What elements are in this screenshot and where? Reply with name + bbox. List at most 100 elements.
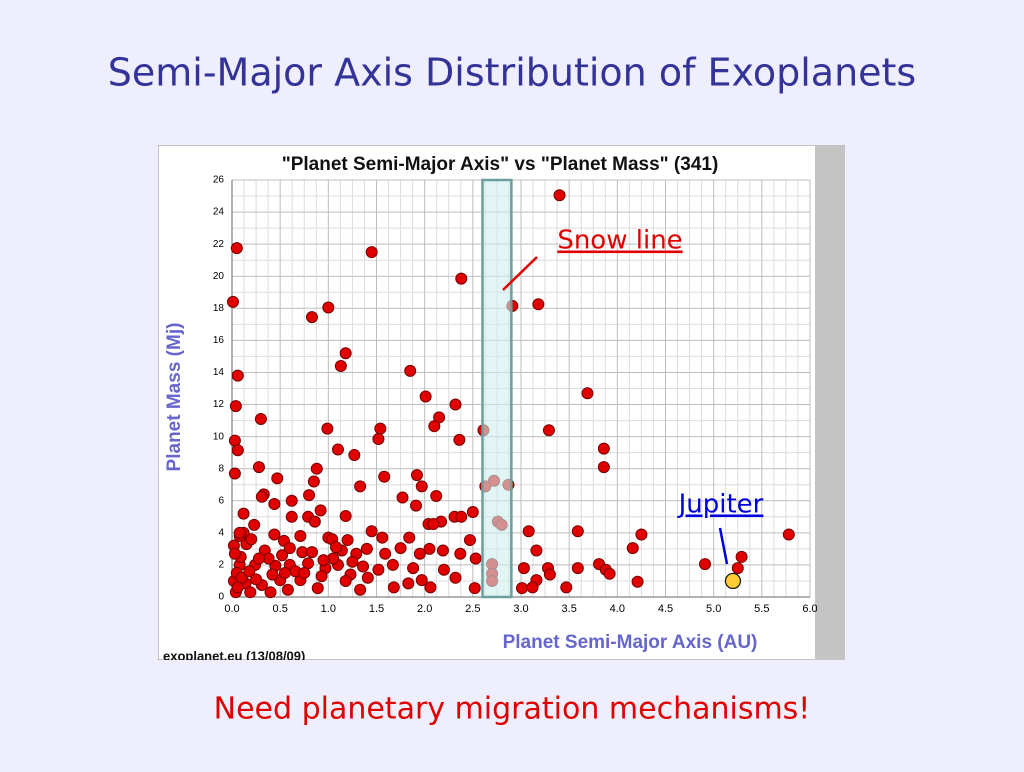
x-tick-label: 5.0	[706, 603, 721, 615]
data-point	[254, 412, 267, 425]
data-point	[252, 552, 265, 565]
snow-line-band	[481, 178, 513, 599]
data-point	[386, 558, 399, 571]
data-point	[530, 544, 543, 557]
data-point	[233, 526, 246, 539]
data-point	[415, 480, 428, 493]
caption: Need planetary migration mechanisms!	[214, 692, 811, 727]
jupiter-pointer	[718, 527, 729, 565]
data-point	[243, 565, 256, 578]
data-point	[415, 574, 428, 587]
y-tick-label: 16	[213, 335, 225, 346]
data-point	[361, 571, 374, 584]
x-tick-label: 4.0	[610, 603, 625, 615]
data-point	[266, 568, 279, 581]
data-point	[281, 583, 294, 596]
y-tick-label: 26	[213, 175, 225, 186]
data-point	[339, 510, 352, 523]
data-point	[453, 433, 466, 446]
data-point	[735, 550, 748, 563]
data-point	[532, 298, 545, 311]
data-point	[321, 422, 334, 435]
data-point	[423, 542, 436, 555]
data-point	[327, 552, 340, 565]
data-point	[428, 420, 441, 433]
data-point	[365, 525, 378, 538]
x-tick-label: 5.5	[754, 603, 769, 615]
chart: "Planet Semi-Major Axis" vs "Planet Mass…	[158, 145, 845, 663]
data-point	[542, 424, 555, 437]
source-note: exoplanet.eu (13/08/09)	[163, 648, 305, 663]
data-point	[631, 575, 644, 588]
data-point	[231, 444, 244, 457]
data-point	[430, 489, 443, 502]
data-point	[571, 562, 584, 575]
slide-title: Semi-Major Axis Distribution of Exoplane…	[108, 51, 916, 95]
data-point	[517, 562, 530, 575]
data-point	[731, 562, 744, 575]
data-point	[303, 489, 316, 502]
data-point	[348, 449, 361, 462]
snow-line-label: Snow line	[557, 226, 682, 256]
data-point	[341, 534, 354, 547]
x-tick-label: 4.5	[658, 603, 673, 615]
data-point	[402, 577, 415, 590]
data-point	[626, 542, 639, 555]
data-point	[354, 583, 367, 596]
jupiter-point	[724, 572, 742, 590]
data-point	[339, 347, 352, 360]
data-point	[410, 469, 423, 482]
data-point	[374, 422, 387, 435]
data-point	[250, 573, 263, 586]
y-tick-label: 24	[213, 207, 225, 218]
data-point	[331, 443, 344, 456]
data-point	[317, 554, 330, 567]
y-tick-label: 0	[218, 592, 224, 603]
x-tick-label: 3.0	[513, 603, 528, 615]
data-point	[310, 462, 323, 475]
data-point	[294, 530, 307, 543]
data-point	[571, 525, 584, 538]
data-point	[354, 480, 367, 493]
y-tick-label: 8	[218, 463, 224, 474]
data-point	[248, 518, 261, 531]
data-point	[372, 433, 385, 446]
x-tick-label: 1.0	[321, 603, 336, 615]
data-point	[597, 461, 610, 474]
data-point	[560, 581, 573, 594]
data-point	[283, 542, 296, 555]
data-point	[379, 547, 392, 560]
data-point	[419, 390, 432, 403]
data-point	[449, 571, 462, 584]
data-point	[424, 581, 437, 594]
y-tick-label: 6	[218, 495, 224, 506]
x-axis-label: Planet Semi-Major Axis (AU)	[503, 632, 758, 653]
data-point	[466, 505, 479, 518]
x-tick-label: 0.5	[273, 603, 288, 615]
data-point	[463, 534, 476, 547]
x-tick-label: 2.0	[417, 603, 432, 615]
data-point	[782, 528, 795, 541]
data-point	[365, 246, 378, 259]
x-tick-label: 1.5	[369, 603, 384, 615]
data-point	[271, 472, 284, 485]
data-point	[330, 541, 343, 554]
data-point	[268, 528, 281, 541]
data-point	[413, 547, 426, 560]
jupiter-label: Jupiter	[677, 490, 764, 520]
data-point	[635, 528, 648, 541]
data-point	[455, 272, 468, 285]
data-point	[404, 364, 417, 377]
data-point	[229, 400, 242, 413]
y-tick-label: 22	[213, 239, 225, 250]
data-point	[553, 189, 566, 202]
data-point	[237, 507, 250, 520]
data-point	[307, 475, 320, 488]
data-point	[285, 494, 298, 507]
data-point	[264, 586, 277, 599]
data-point	[276, 549, 289, 562]
data-point	[252, 461, 265, 474]
data-point	[285, 510, 298, 523]
data-point	[526, 581, 539, 594]
data-point	[372, 563, 385, 576]
